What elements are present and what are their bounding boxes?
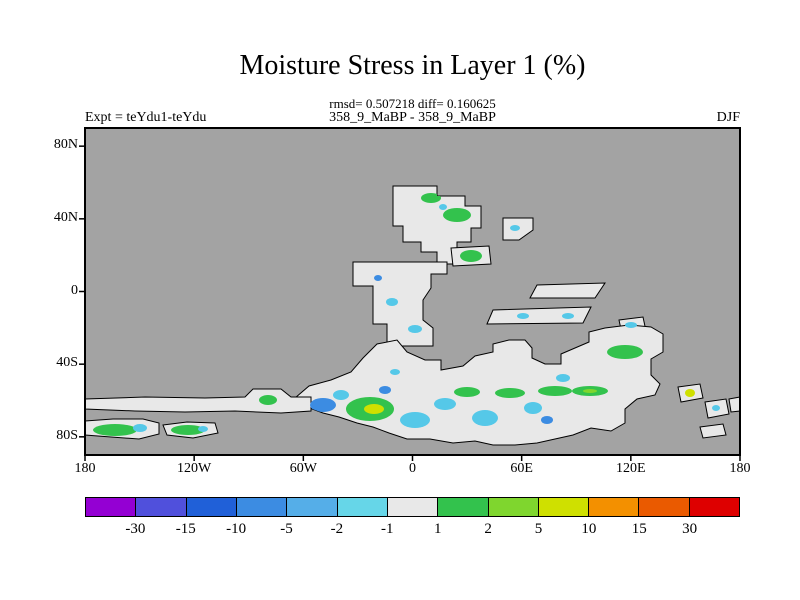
colorbar-segment: [235, 497, 288, 517]
anomaly-patch: [386, 298, 398, 306]
anomaly-patch: [495, 388, 525, 398]
colorbar-segment: [386, 497, 439, 517]
season-label: DJF: [716, 110, 740, 125]
anomaly-patch: [400, 412, 430, 428]
anomaly-patch: [517, 313, 529, 319]
land-shape: [486, 306, 592, 325]
anomaly-patch: [460, 250, 482, 262]
map-plot: [79, 127, 741, 461]
colorbar-label: -30: [125, 521, 146, 537]
colorbar-segment: [537, 497, 590, 517]
anomaly-patch: [443, 208, 471, 222]
anomaly-patch: [374, 275, 382, 281]
anomaly-patch: [625, 322, 637, 328]
anomaly-patch: [685, 389, 695, 397]
comparison-label: 358_9_MaBP - 358_9_MaBP: [329, 110, 496, 125]
colorbar-segment: [588, 497, 640, 517]
anomaly-patch: [454, 387, 480, 397]
colorbar-label: 30: [682, 521, 698, 537]
colorbar-label: -15: [175, 521, 196, 537]
anomaly-patch: [538, 386, 572, 396]
x-tick-label: 60E: [510, 461, 533, 476]
anomaly-patch: [562, 313, 574, 319]
colorbar: [85, 497, 741, 517]
colorbar-label: -2: [330, 521, 344, 537]
anomaly-patch: [390, 369, 400, 375]
land-shape: [84, 388, 312, 414]
anomaly-patch: [408, 325, 422, 333]
anomaly-patch: [524, 402, 542, 414]
colorbar-label: 2: [484, 521, 492, 537]
y-tick-label: 80S: [56, 427, 78, 443]
anomaly-patch: [198, 426, 208, 432]
map-svg: [79, 127, 741, 461]
experiment-label: Expt = teYdu1-teYdu: [85, 110, 207, 125]
colorbar-segment: [336, 497, 388, 517]
anomaly-patch: [133, 424, 147, 432]
land-shape: [529, 282, 606, 299]
x-tick-label: 180: [729, 461, 751, 476]
y-tick-label: 40N: [53, 209, 78, 225]
colorbar-label: -5: [280, 521, 293, 537]
colorbar-label: 10: [581, 521, 597, 537]
anomaly-patch: [333, 390, 349, 400]
colorbar-segment: [688, 497, 741, 517]
anomaly-patch: [583, 389, 597, 393]
anomaly-patch: [556, 374, 570, 382]
colorbar-segment: [437, 497, 489, 517]
y-tick-label: 0: [71, 282, 78, 298]
x-tick-label: 60W: [289, 461, 317, 476]
anomaly-patch: [510, 225, 520, 231]
anomaly-patch: [259, 395, 277, 405]
anomaly-patch: [439, 204, 447, 210]
colorbar-segment: [135, 497, 187, 517]
plot-title: Moisture Stress in Layer 1 (%): [239, 50, 586, 81]
y-tick-label: 40S: [56, 355, 78, 371]
colorbar-segment: [638, 497, 690, 517]
x-tick-label: 120W: [177, 461, 212, 476]
colorbar-label: -1: [381, 521, 394, 537]
anomaly-patch: [379, 386, 391, 394]
colorbar-label: 5: [534, 521, 543, 537]
anomaly-patch: [421, 193, 441, 203]
land-shape: [699, 423, 727, 439]
land-shape: [392, 185, 482, 265]
anomaly-patch: [541, 416, 553, 424]
anomaly-patch: [434, 398, 456, 410]
anomaly-patch: [472, 410, 498, 426]
stats-line: rmsd= 0.507218 diff= 0.160625: [329, 96, 496, 111]
colorbar-segment: [286, 497, 338, 517]
anomaly-patches: [93, 193, 720, 436]
land-shape: [352, 261, 448, 347]
land-shape: [728, 396, 741, 413]
x-tick-label: 0: [409, 461, 416, 476]
colorbar-segment: [487, 497, 539, 517]
colorbar-segment: [85, 497, 137, 517]
anomaly-patch: [310, 398, 336, 412]
anomaly-patch: [364, 404, 384, 414]
x-tick-label: 120E: [616, 461, 646, 476]
colorbar-label: 1: [433, 521, 442, 537]
anomaly-patch: [607, 345, 643, 359]
anomaly-patch: [93, 424, 137, 436]
x-tick-label: 180: [74, 461, 96, 476]
colorbar-label: -10: [226, 521, 247, 537]
colorbar-label: 15: [631, 521, 647, 537]
anomaly-patch: [171, 425, 205, 435]
y-tick-label: 80N: [53, 137, 78, 153]
colorbar-segment: [185, 497, 237, 517]
anomaly-patch: [712, 405, 720, 411]
